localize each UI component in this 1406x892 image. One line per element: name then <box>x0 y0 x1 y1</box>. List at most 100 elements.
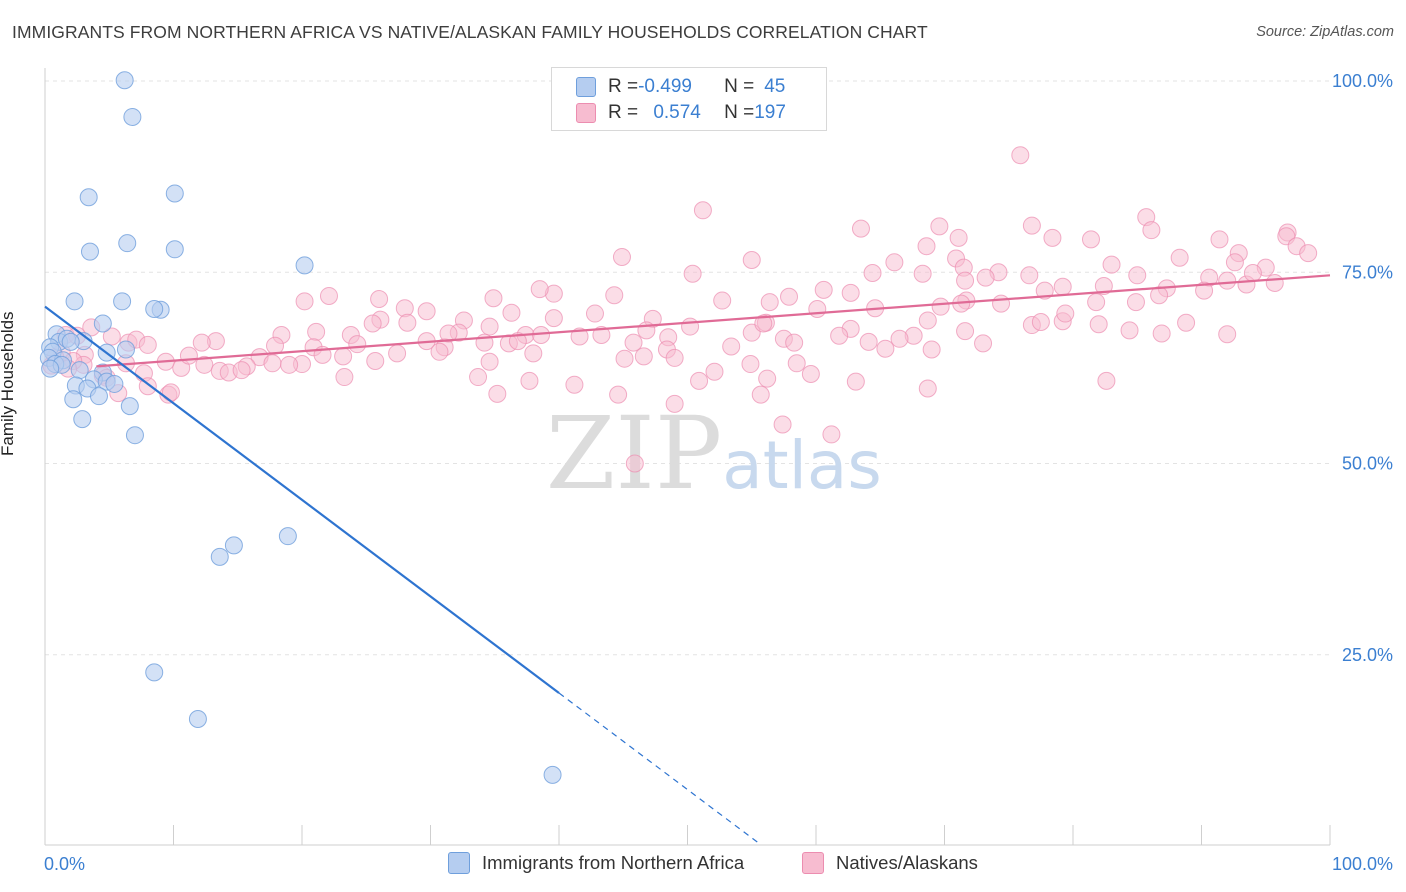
native-point <box>1225 253 1244 272</box>
y-tick-label: 75.0% <box>1342 262 1393 282</box>
immigrants-points <box>39 71 562 784</box>
native-point <box>976 268 995 287</box>
native-point <box>690 371 709 390</box>
native-point <box>930 217 949 236</box>
immigrant-point <box>125 426 144 445</box>
native-point <box>585 304 604 323</box>
native-point <box>949 228 968 247</box>
native-point <box>1011 146 1030 165</box>
native-point <box>634 347 653 366</box>
native-point <box>1210 230 1229 249</box>
immigrant-point <box>73 410 92 429</box>
trend-lines <box>44 274 1331 844</box>
legend: R = -0.499 N = 45 R = 0.574 N = 197 <box>551 67 827 131</box>
native-point <box>1020 266 1039 285</box>
watermark-zip: ZIP <box>546 395 722 512</box>
immigrant-point <box>64 390 83 409</box>
native-point <box>319 286 338 305</box>
legend-swatch-blue <box>576 77 596 97</box>
native-point <box>484 289 503 308</box>
legend-n-label: N = <box>724 76 755 97</box>
immigrants-trend-line <box>44 305 560 694</box>
legend-swatch-pink <box>576 103 596 123</box>
native-point <box>785 333 804 352</box>
native-point <box>1299 244 1318 263</box>
x-tick-label: 100.0% <box>1332 854 1393 874</box>
native-point <box>1177 313 1196 332</box>
native-point <box>508 332 527 351</box>
y-axis-label: Family Households <box>0 311 17 456</box>
legend-n-label: N = <box>724 102 755 123</box>
y-tick-label: 25.0% <box>1342 645 1393 665</box>
native-point <box>885 253 904 272</box>
legend-r-label: R = <box>608 76 639 97</box>
native-point <box>370 290 389 309</box>
native-point <box>1031 312 1050 331</box>
immigrant-point <box>543 765 562 784</box>
native-point <box>705 362 724 381</box>
native-point <box>335 368 354 387</box>
bottom-legend-label: Natives/Alaskans <box>836 852 978 873</box>
native-point <box>956 322 975 341</box>
native-point <box>398 313 417 332</box>
native-point <box>693 201 712 220</box>
native-point <box>366 351 385 370</box>
native-point <box>1126 293 1145 312</box>
native-point <box>417 302 436 321</box>
native-point <box>859 332 878 351</box>
native-point <box>430 342 449 361</box>
native-point <box>917 237 936 256</box>
y-tick-label: 100.0% <box>1332 71 1393 91</box>
native-point <box>1170 248 1189 267</box>
native-point <box>1102 255 1121 274</box>
immigrant-point <box>118 234 137 253</box>
native-point <box>520 371 539 390</box>
native-point <box>524 344 543 363</box>
bottom-swatch-blue <box>448 852 470 874</box>
native-point <box>992 294 1011 313</box>
native-point <box>1243 264 1262 283</box>
tick-labels: 25.0% 50.0% 75.0% 100.0% 0.0% 100.0% <box>44 71 1393 874</box>
native-point <box>787 354 806 373</box>
native-point <box>722 337 741 356</box>
native-point <box>615 349 634 368</box>
native-point <box>295 292 314 311</box>
native-point <box>665 394 684 413</box>
native-point <box>161 383 180 402</box>
chart-source: Source: ZipAtlas.com <box>1256 24 1394 40</box>
native-point <box>609 385 628 404</box>
native-point <box>439 324 458 343</box>
native-point <box>808 299 827 318</box>
native-point <box>1218 325 1237 344</box>
native-point <box>822 425 841 444</box>
native-point <box>841 283 860 302</box>
native-point <box>1089 315 1108 334</box>
axes <box>44 68 1331 846</box>
native-point <box>1053 277 1072 296</box>
native-point <box>1218 271 1237 290</box>
immigrant-point <box>105 374 124 393</box>
native-point <box>570 327 589 346</box>
immigrant-point <box>145 299 164 318</box>
legend-row-immigrants: R = -0.499 N = 45 <box>576 75 785 99</box>
native-point <box>488 384 507 403</box>
native-point <box>851 219 870 238</box>
native-point <box>742 251 761 270</box>
native-point <box>480 352 499 371</box>
native-point <box>1152 324 1171 343</box>
native-point <box>232 361 251 380</box>
y-tick-label: 50.0% <box>1342 454 1393 474</box>
bottom-swatch-pink <box>802 852 824 874</box>
immigrant-point <box>224 536 243 555</box>
immigrant-point <box>41 359 60 378</box>
native-point <box>754 314 773 333</box>
immigrant-point <box>65 292 84 311</box>
native-point <box>863 264 882 283</box>
immigrants-trend-extension <box>558 692 759 844</box>
immigrant-point <box>210 547 229 566</box>
immigrant-point <box>93 314 112 333</box>
native-point <box>565 375 584 394</box>
immigrant-point <box>115 71 134 90</box>
native-point <box>918 379 937 398</box>
